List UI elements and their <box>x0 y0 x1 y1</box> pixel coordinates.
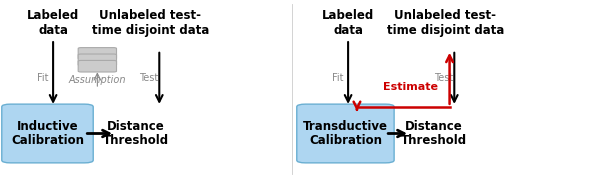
Text: Distance
Threshold: Distance Threshold <box>401 119 467 148</box>
FancyBboxPatch shape <box>2 104 93 163</box>
Text: Test: Test <box>434 73 453 83</box>
Text: Fit: Fit <box>37 73 48 83</box>
Text: Unlabeled test-
time disjoint data: Unlabeled test- time disjoint data <box>387 9 504 37</box>
Text: Labeled
data: Labeled data <box>322 9 374 37</box>
Text: Estimate: Estimate <box>382 82 438 92</box>
Text: Test: Test <box>139 73 158 83</box>
FancyBboxPatch shape <box>78 60 117 72</box>
Text: Inductive
Calibration: Inductive Calibration <box>11 119 84 148</box>
Text: Distance
Threshold: Distance Threshold <box>103 119 169 148</box>
FancyBboxPatch shape <box>78 48 117 59</box>
FancyBboxPatch shape <box>297 104 394 163</box>
Text: Assumption: Assumption <box>68 75 126 85</box>
Text: Unlabeled test-
time disjoint data: Unlabeled test- time disjoint data <box>92 9 209 37</box>
Text: Transductive
Calibration: Transductive Calibration <box>303 119 388 148</box>
Text: Fit: Fit <box>332 73 343 83</box>
FancyBboxPatch shape <box>78 54 117 66</box>
Text: Labeled
data: Labeled data <box>27 9 79 37</box>
